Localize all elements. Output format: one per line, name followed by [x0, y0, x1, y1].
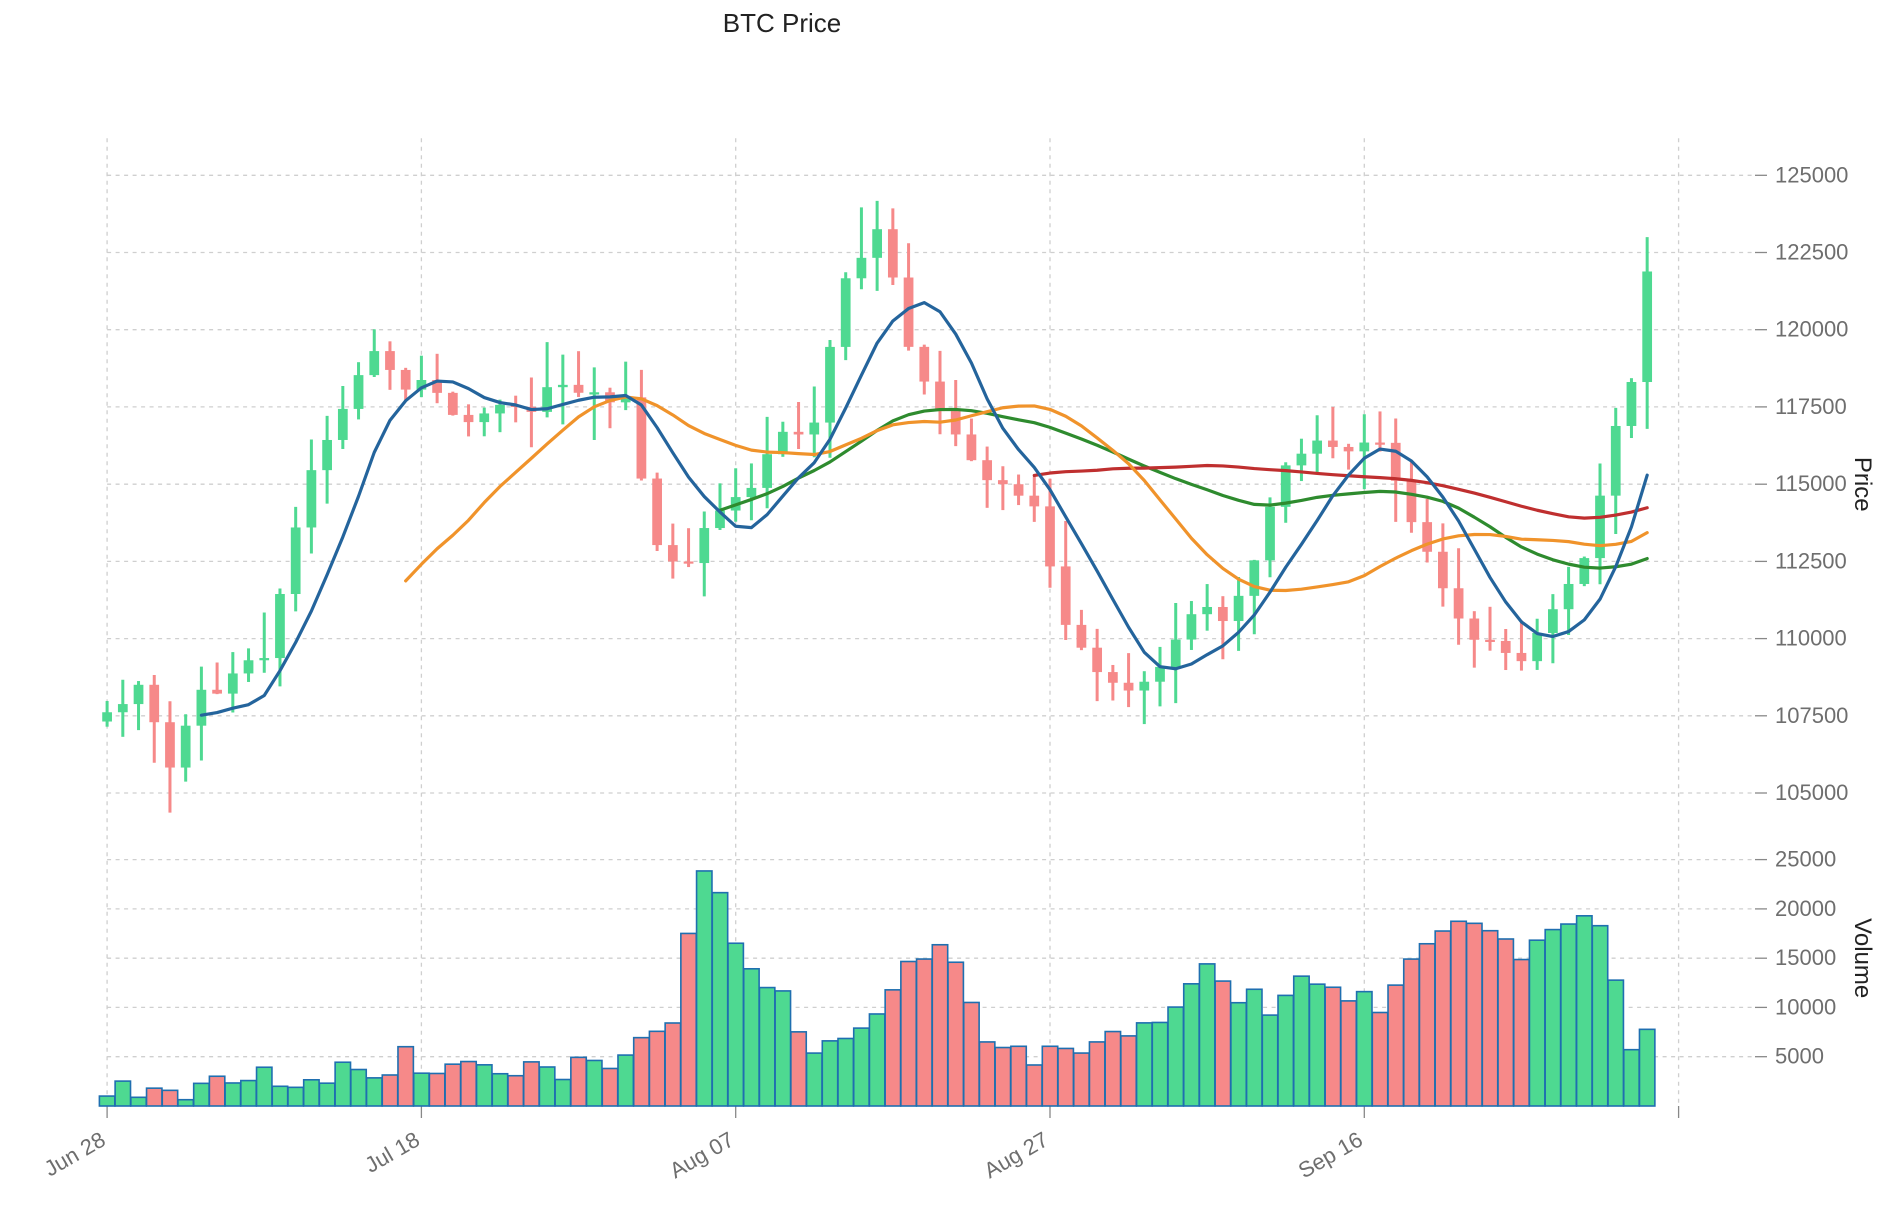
svg-text:Volume: Volume — [1849, 918, 1876, 998]
svg-text:122500: 122500 — [1775, 240, 1848, 265]
svg-text:105000: 105000 — [1775, 780, 1848, 805]
svg-text:120000: 120000 — [1775, 317, 1848, 342]
svg-text:15000: 15000 — [1775, 945, 1836, 970]
svg-text:Price: Price — [1849, 457, 1876, 512]
svg-text:110000: 110000 — [1775, 626, 1847, 651]
svg-text:25000: 25000 — [1775, 847, 1836, 872]
svg-text:115000: 115000 — [1775, 471, 1847, 496]
svg-text:10000: 10000 — [1775, 994, 1836, 1019]
svg-text:5000: 5000 — [1775, 1044, 1824, 1069]
svg-text:20000: 20000 — [1775, 896, 1836, 921]
svg-text:117500: 117500 — [1775, 394, 1847, 419]
svg-text:107500: 107500 — [1775, 703, 1848, 728]
svg-text:112500: 112500 — [1775, 548, 1847, 573]
svg-text:125000: 125000 — [1775, 162, 1848, 187]
